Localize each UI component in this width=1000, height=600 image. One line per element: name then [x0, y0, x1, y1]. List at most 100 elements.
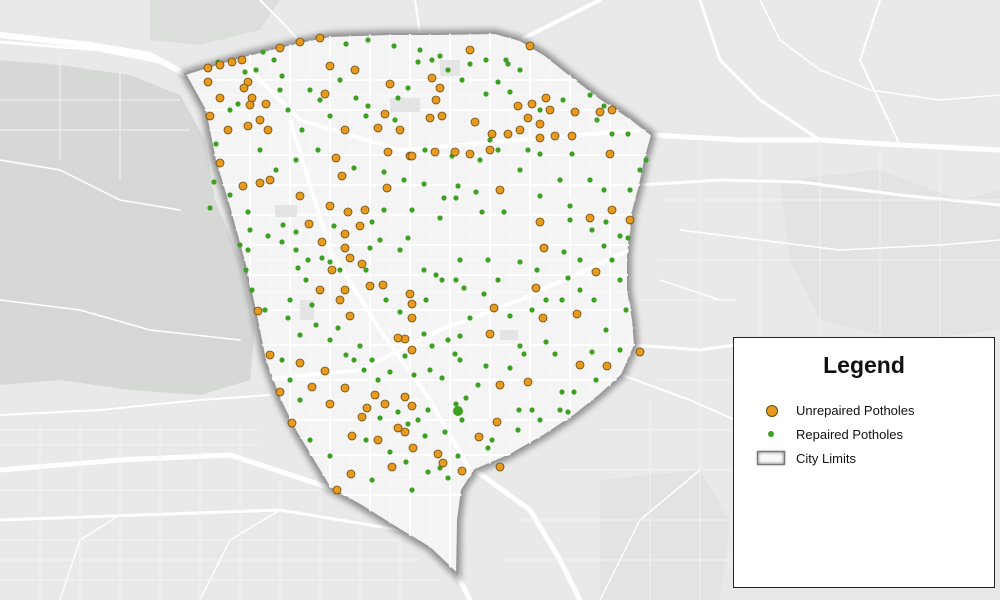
unrepaired-pothole-marker [320, 89, 330, 99]
unrepaired-pothole-marker [431, 95, 441, 105]
repaired-pothole-marker [601, 243, 607, 249]
repaired-pothole-marker [617, 347, 623, 353]
unrepaired-pothole-marker [474, 432, 484, 442]
repaired-pothole-marker [361, 367, 367, 373]
repaired-pothole-marker [609, 131, 615, 137]
repaired-pothole-marker [529, 407, 535, 413]
repaired-pothole-marker [357, 343, 363, 349]
unrepaired-pothole-marker [487, 129, 497, 139]
repaired-pothole-marker [439, 277, 445, 283]
repaired-pothole-marker [507, 365, 513, 371]
unrepaired-pothole-marker [380, 109, 390, 119]
unrepaired-pothole-marker [595, 107, 605, 117]
repaired-pothole-marker [559, 297, 565, 303]
repaired-pothole-marker [534, 267, 540, 273]
unrepaired-pothole-marker [541, 93, 551, 103]
unrepaired-pothole-marker [325, 201, 335, 211]
repaired-pothole-marker [627, 187, 633, 193]
repaired-pothole-marker [637, 167, 643, 173]
repaired-pothole-marker [402, 353, 408, 359]
repaired-potholes-layer [207, 37, 649, 493]
unrepaired-pothole-marker [335, 295, 345, 305]
unrepaired-pothole-marker [385, 79, 395, 89]
repaired-pothole-marker [411, 372, 417, 378]
unrepaired-pothole-marker [345, 311, 355, 321]
repaired-pothole-marker [561, 249, 567, 255]
repaired-pothole-marker [617, 277, 623, 283]
repaired-pothole-marker [507, 313, 513, 319]
orange-circle-icon [766, 405, 778, 417]
repaired-pothole-marker [463, 395, 469, 401]
unrepaired-pothole-marker [457, 466, 467, 476]
repaired-pothole-marker [475, 382, 481, 388]
repaired-pothole-marker [265, 233, 271, 239]
unrepaired-pothole-marker [245, 100, 255, 110]
unrepaired-potholes-layer [203, 33, 645, 495]
repaired-pothole-marker [503, 57, 509, 63]
unrepaired-pothole-marker [430, 147, 440, 157]
unrepaired-pothole-marker [263, 125, 273, 135]
repaired-pothole-marker [425, 407, 431, 413]
unrepaired-pothole-marker [438, 458, 448, 468]
repaired-pothole-marker [422, 433, 428, 439]
green-dot-icon [768, 431, 774, 437]
repaired-pothole-marker [331, 223, 337, 229]
repaired-pothole-marker [589, 227, 595, 233]
unrepaired-pothole-marker [215, 158, 225, 168]
repaired-pothole-marker [442, 429, 448, 435]
repaired-pothole-marker [429, 57, 435, 63]
repaired-pothole-marker [452, 351, 458, 357]
repaired-pothole-marker [369, 219, 375, 225]
repaired-pothole-marker [461, 285, 467, 291]
unrepaired-pothole-marker [315, 33, 325, 43]
repaired-pothole-marker [287, 377, 293, 383]
unrepaired-pothole-marker [427, 73, 437, 83]
unrepaired-pothole-marker [362, 403, 372, 413]
unrepaired-pothole-marker [550, 131, 560, 141]
unrepaired-pothole-marker [591, 267, 601, 277]
unrepaired-pothole-marker [485, 329, 495, 339]
repaired-pothole-marker [557, 407, 563, 413]
unrepaired-pothole-marker [287, 418, 297, 428]
unrepaired-pothole-marker [407, 313, 417, 323]
repaired-pothole-marker [213, 141, 219, 147]
repaired-pothole-marker [245, 209, 251, 215]
repaired-pothole-marker [343, 41, 349, 47]
repaired-pothole-marker [501, 209, 507, 215]
repaired-pothole-marker [441, 195, 447, 201]
unrepaired-pothole-marker [527, 99, 537, 109]
unrepaired-pothole-marker [450, 147, 460, 157]
repaired-pothole-marker [343, 352, 349, 358]
unrepaired-pothole-marker [215, 93, 225, 103]
hills-terrain-north [150, 0, 280, 45]
legend-title: Legend [823, 352, 905, 378]
repaired-pothole-marker [521, 351, 527, 357]
repaired-pothole-marker [315, 147, 321, 153]
repaired-pothole-marker [601, 103, 607, 109]
unrepaired-pothole-marker [265, 175, 275, 185]
unrepaired-pothole-marker [393, 423, 403, 433]
repaired-pothole-marker [287, 297, 293, 303]
unrepaired-pothole-marker [523, 377, 533, 387]
repaired-pothole-marker [327, 453, 333, 459]
repaired-pothole-marker [377, 237, 383, 243]
unrepaired-pothole-marker [243, 121, 253, 131]
repaired-pothole-marker [587, 92, 593, 98]
unrepaired-pothole-marker [383, 147, 393, 157]
repaired-pothole-marker [381, 207, 387, 213]
repaired-pothole-marker [369, 357, 375, 363]
repaired-pothole-marker [623, 307, 629, 313]
terrain-southeast [780, 170, 1000, 340]
repaired-pothole-marker [459, 77, 465, 83]
unrepaired-pothole-marker [503, 129, 513, 139]
repaired-pothole-marker [457, 333, 463, 339]
repaired-pothole-marker [565, 409, 571, 415]
unrepaired-pothole-marker [470, 117, 480, 127]
repaired-pothole-marker [383, 297, 389, 303]
repaired-pothole-marker [421, 181, 427, 187]
repaired-pothole-marker [317, 97, 323, 103]
unrepaired-pothole-marker [243, 77, 253, 87]
unrepaired-pothole-marker [525, 41, 535, 51]
repaired-pothole-marker [603, 219, 609, 225]
